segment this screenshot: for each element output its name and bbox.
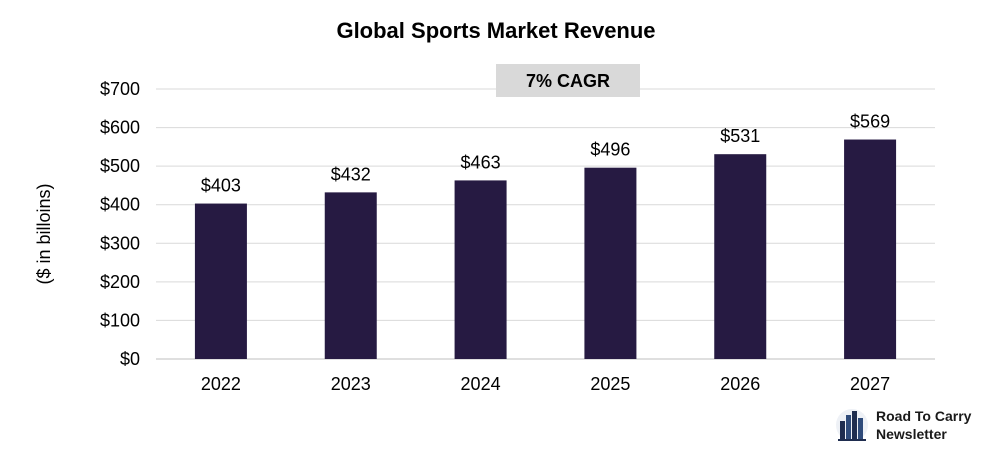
cagr-annotation: 7% CAGR [496,64,640,97]
y-tick-label: $200 [100,272,140,292]
y-tick-label: $700 [100,79,140,99]
cagr-annotation-box [496,64,640,97]
x-tick-label: 2024 [461,374,501,394]
bar [844,139,897,359]
bars [194,139,897,359]
data-label: $403 [201,176,241,196]
x-tick-label: 2022 [201,374,241,394]
data-label: $531 [720,126,760,146]
bar [324,192,377,359]
y-tick-label: $400 [100,195,140,215]
bar [454,180,507,359]
data-label: $496 [590,140,630,160]
cagr-annotation-text: 7% CAGR [526,71,610,91]
y-tick-label: $300 [100,233,140,253]
x-tick-label: 2023 [331,374,371,394]
data-label: $569 [850,112,890,132]
city-skyline-icon [836,409,868,441]
x-tick-label: 2027 [850,374,890,394]
y-axis-title: ($ in billoins) [34,183,54,284]
y-tick-label: $600 [100,118,140,138]
bar [584,167,637,359]
watermark-text: Road To Carry Newsletter [876,407,971,443]
gridlines [156,88,935,360]
x-tick-label: 2026 [720,374,760,394]
bar [714,154,767,359]
watermark-line-1: Road To Carry [876,408,972,424]
chart-title: Global Sports Market Revenue [336,18,655,43]
data-label: $432 [331,164,371,184]
x-tick-label: 2025 [590,374,630,394]
x-tick-labels: 2022 2023 2024 2025 2026 2027 [201,374,890,394]
y-tick-label: $100 [100,310,140,330]
watermark-line-2: Newsletter [876,426,947,442]
data-label: $463 [461,152,501,172]
watermark: Road To Carry Newsletter [836,404,986,446]
data-labels: $403 $432 $463 $496 $531 $569 [201,112,890,196]
y-tick-label: $500 [100,156,140,176]
bar [194,203,247,359]
y-tick-labels: $0 $100 $200 $300 $400 $500 $600 $700 [100,79,140,369]
y-tick-label: $0 [120,349,140,369]
